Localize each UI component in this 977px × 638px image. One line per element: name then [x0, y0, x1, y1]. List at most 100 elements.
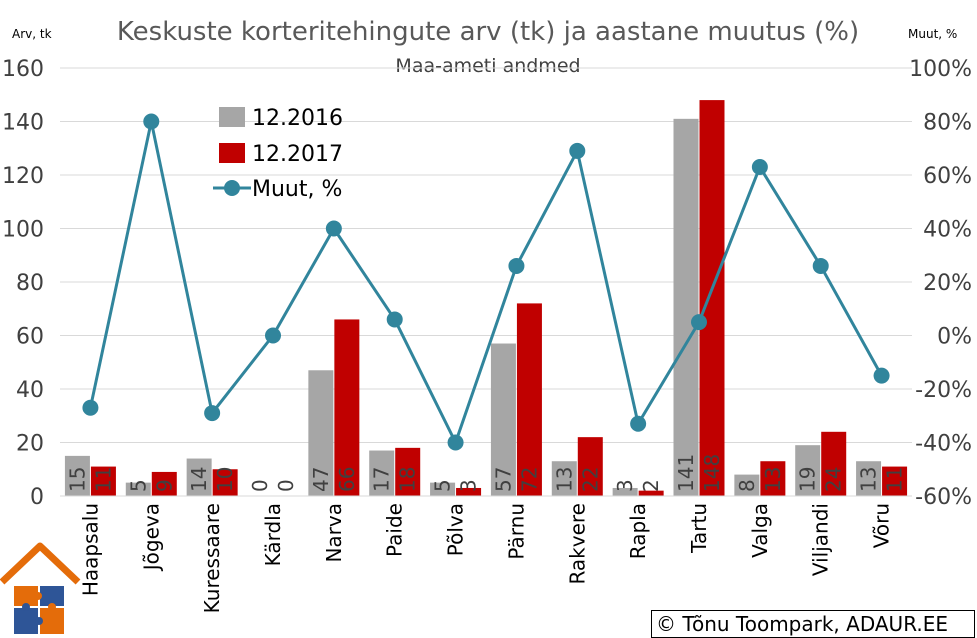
change-point-Paide: [386, 311, 403, 328]
y-tick-label: 100: [2, 218, 44, 243]
x-tick-label: Jõgeva: [139, 503, 163, 572]
x-tick-label: Võru: [870, 503, 894, 548]
change-point-Haapsalu: [82, 399, 99, 416]
change-point-Rapla: [630, 415, 647, 432]
y2-axis-ticks: -60% -40% -20% 0% 20% 40% 60% 80% 100%: [909, 57, 972, 510]
bar-12.2016-Viljandi: [795, 445, 821, 496]
bar-12.2016-Paide: [369, 450, 395, 496]
legend-label-2016: 12.2016: [252, 106, 343, 131]
x-tick-label: Rapla: [626, 503, 650, 559]
bar-label: 24: [822, 467, 846, 492]
x-tick-label: Kuressaare: [200, 503, 224, 613]
bar-label: 9: [152, 479, 176, 492]
bar-12.2016-Jõgeva: [125, 482, 151, 496]
bar-label: 13: [857, 467, 881, 492]
bar-12.2017-Jõgeva: [151, 471, 177, 496]
bar-12.2016-Rakvere: [551, 461, 577, 496]
y2-tick-label: 80%: [923, 111, 972, 136]
chart-subtitle: Maa-ameti andmed: [395, 55, 580, 77]
change-point-Viljandi: [812, 257, 829, 274]
y2-axis-label: Muut, %: [908, 27, 957, 41]
y-tick-label: 20: [16, 432, 44, 457]
x-axis-ticks: Haapsalu Jõgeva Kuressaare Kärdla Narva Paide…: [78, 503, 893, 613]
bar-label: 57: [491, 467, 515, 492]
legend-marker-swatch: [224, 180, 240, 196]
change-point-Valga: [751, 158, 768, 175]
bar-label: 3: [613, 479, 637, 492]
y2-tick-label: -20%: [915, 378, 972, 403]
bar-12.2017-Võru: [882, 466, 908, 496]
legend: 12.2016 12.2017 Muut, %: [213, 106, 343, 202]
bar-label: 47: [309, 467, 333, 492]
y-tick-label: 160: [2, 57, 44, 82]
bar-label: 5: [431, 479, 455, 492]
bars: [64, 100, 908, 496]
bar-12.2016-Tartu: [673, 118, 699, 496]
change-point-Tartu: [691, 314, 707, 331]
change-point-Võru: [873, 367, 890, 384]
change-point-Kuressaare: [204, 405, 221, 422]
legend-swatch-2016: [219, 107, 245, 127]
bar-label: 0: [248, 479, 272, 492]
bar-12.2017-Rakvere: [577, 437, 603, 496]
change-point-Põlva: [447, 434, 464, 451]
bar-label: 3: [457, 479, 481, 492]
bar-label: 148: [700, 454, 724, 492]
change-line: [82, 113, 890, 451]
y-axis-ticks: 0 20 40 60 80 100 120 140 160: [2, 57, 44, 510]
x-tick-label: Kärdla: [261, 503, 285, 566]
bar-12.2017-Kuressaare: [212, 469, 238, 496]
change-point-Jõgeva: [143, 113, 160, 130]
bar-label: 13: [552, 467, 576, 492]
bar-label: 141: [674, 454, 698, 492]
legend-swatch-2017: [219, 143, 245, 163]
change-point-Rakvere: [569, 142, 586, 159]
bar-label: 11: [883, 467, 907, 492]
change-point-Narva: [325, 220, 342, 237]
bar-label: 10: [213, 467, 237, 492]
bar-12.2016-Rapla: [612, 487, 638, 496]
bar-12.2016-Võru: [856, 461, 882, 496]
bar-label: 2: [639, 479, 663, 492]
bar-12.2016-Põlva: [430, 482, 456, 496]
x-tick-label: Rakvere: [565, 503, 589, 585]
y2-tick-label: -40%: [915, 432, 972, 457]
bar-12.2017-Põlva: [456, 487, 482, 496]
x-tick-label: Viljandi: [809, 503, 833, 576]
bar-12.2017-Pärnu: [516, 303, 542, 496]
credit-box: © Tõnu Toompark, ADAUR.EE: [651, 610, 975, 638]
bar-12.2017-Valga: [760, 461, 786, 496]
bar-12.2017-Tartu: [699, 100, 725, 496]
x-tick-label: Haapsalu: [78, 503, 102, 596]
y-axis-label: Arv, tk: [12, 27, 52, 41]
legend-label-2017: 12.2017: [252, 142, 343, 167]
y2-tick-label: 40%: [923, 218, 972, 243]
bar-label: 18: [396, 467, 420, 492]
x-tick-label: Pärnu: [504, 503, 528, 560]
y2-tick-label: 100%: [909, 57, 972, 82]
bar-12.2016-Haapsalu: [64, 455, 90, 496]
y2-tick-label: 0%: [937, 325, 972, 350]
bar-12.2017-Haapsalu: [90, 466, 116, 496]
change-point-Kärdla: [265, 327, 281, 344]
chart-title: Keskuste korteritehingute arv (tk) ja aa…: [117, 17, 859, 47]
house-puzzle-logo: [0, 542, 81, 634]
x-tick-label: Narva: [322, 503, 346, 563]
y2-tick-label: 60%: [923, 164, 972, 189]
y-tick-label: 0: [30, 485, 44, 510]
bar-12.2017-Paide: [395, 447, 421, 496]
change-polyline: [88, 120, 883, 444]
bar-label: 22: [578, 467, 602, 492]
bar-label: 19: [796, 467, 820, 492]
legend-label-change: Muut, %: [252, 177, 342, 202]
y-tick-label: 40: [16, 378, 44, 403]
bar-12.2017-Rapla: [638, 490, 664, 496]
bar-label: 13: [761, 467, 785, 492]
bar-label: 14: [187, 467, 211, 492]
bar-label: 15: [65, 467, 89, 492]
bar-12.2016-Valga: [734, 474, 760, 496]
y2-tick-label: -60%: [915, 485, 972, 510]
bar-12.2016-Kuressaare: [186, 458, 212, 496]
